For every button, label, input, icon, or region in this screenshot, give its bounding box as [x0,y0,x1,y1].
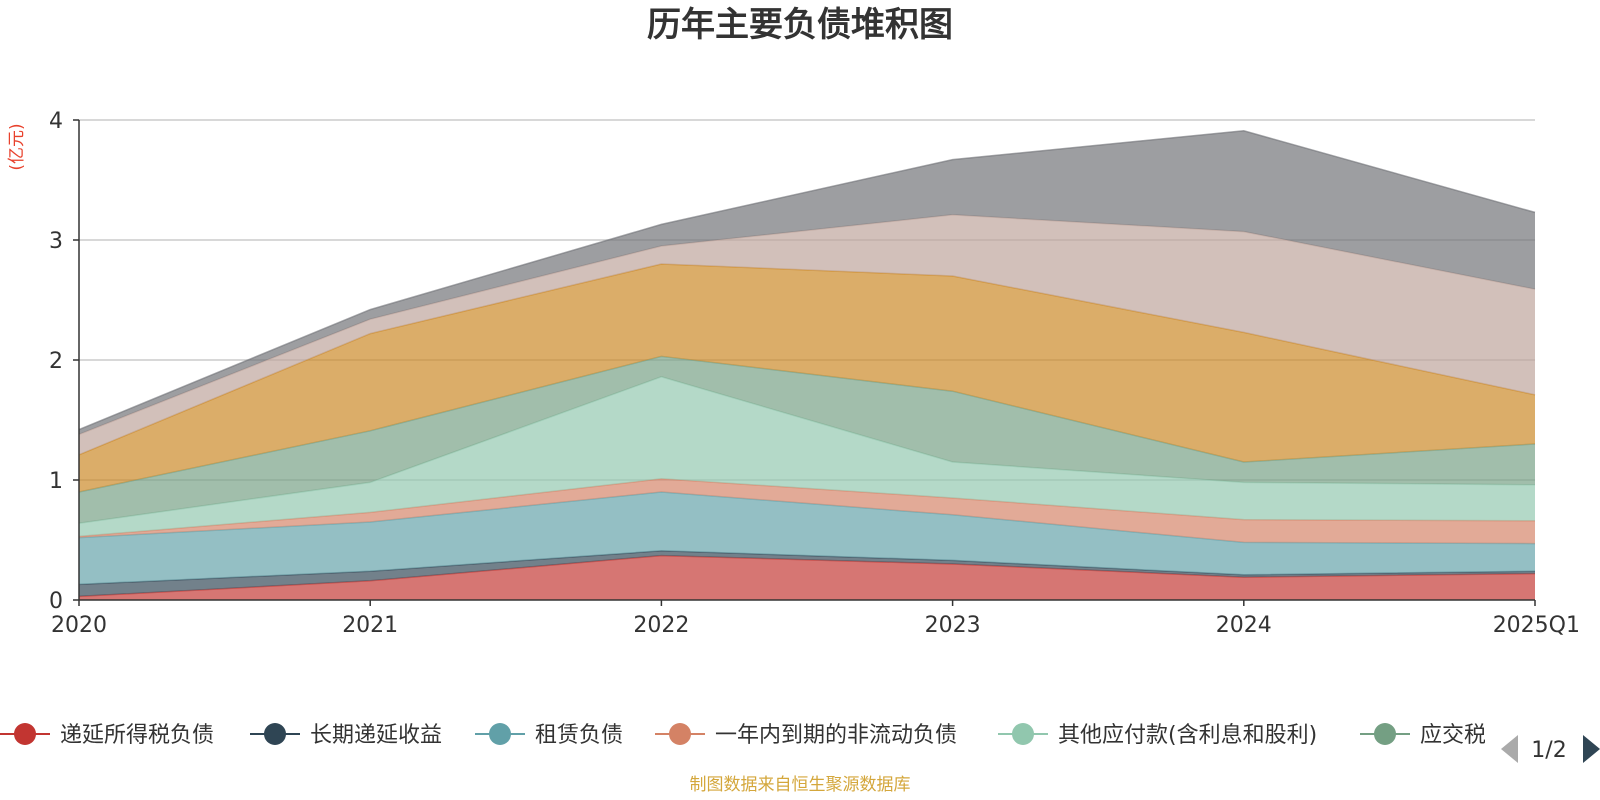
x-tick-label: 2024 [1216,613,1272,638]
legend-page-indicator: 1/2 [1531,738,1566,763]
y-tick-label: 0 [49,589,63,614]
y-tick-label: 2 [49,349,63,374]
y-tick-label: 4 [49,109,63,134]
legend-pager: 1/2 [1501,735,1600,763]
legend-next-page-icon[interactable] [1583,735,1600,763]
legend-label: 长期递延收益 [310,723,442,748]
area-line-短期借款 [78,130,1536,431]
legend-label: 一年内到期的非流动负债 [715,723,957,748]
legend-marker-icon [264,723,286,745]
legend-item-递延所得税负债[interactable]: 递延所得税负债 [0,723,214,748]
legend-marker-icon [669,723,691,745]
legend-item-其他应付款(含利息和股利)[interactable]: 其他应付款(含利息和股利) [998,723,1317,748]
x-tick-label: 2021 [342,613,398,638]
legend-marker-icon [1012,723,1034,745]
legend-item-长期递延收益[interactable]: 长期递延收益 [250,723,442,748]
legend-item-应交税费[interactable]: 应交税费 [1360,723,1508,748]
legend-marker-icon [489,723,511,745]
legend-items: 递延所得税负债 长期递延收益 租赁负债 一年内到期的非流动负债 其他应付款(含利息和股利… [0,723,1508,748]
x-tick-label: 2025Q1 [1493,613,1580,638]
area-series [78,130,1536,600]
y-axis-unit-label: (亿元) [7,123,27,170]
legend-item-一年内到期的非流动负债[interactable]: 一年内到期的非流动负债 [655,723,957,748]
data-source-note: 制图数据来自恒生聚源数据库 [690,775,911,795]
x-tick-label: 2023 [925,613,981,638]
legend-marker-icon [1374,723,1396,745]
chart-title: 历年主要负债堆积图 [647,5,953,45]
area-一年内到期的非流动负债 [79,478,1535,544]
legend-prev-page-icon[interactable] [1501,735,1518,763]
legend-label: 应交税费 [1420,723,1508,748]
area-递延所得税负债 [79,555,1535,600]
y-tick-label: 3 [49,229,63,254]
legend-label: 其他应付款(含利息和股利) [1058,723,1317,748]
x-tick-label: 2022 [633,613,689,638]
area-其他应付款(含利息和股利) [79,376,1535,537]
area-应付账款 [79,264,1535,492]
area-应交税费 [79,356,1535,524]
legend: 递延所得税负债 长期递延收益 租赁负债 一年内到期的非流动负债 其他应付款(含利息和股利… [0,723,1508,748]
x-tick-label: 2020 [51,613,107,638]
legend-marker-icon [14,723,36,745]
area-短期借款 [79,130,1535,435]
legend-label: 租赁负债 [535,723,623,748]
y-tick-label: 1 [49,469,63,494]
area-长期递延收益 [79,550,1535,597]
axes: 0 1 2 3 4 2020 2021 2022 2023 2024 2025Q1 [49,109,1580,638]
legend-label: 递延所得税负债 [60,723,214,748]
legend-item-租赁负债[interactable]: 租赁负债 [475,723,623,748]
area-合同负债 [79,214,1535,455]
